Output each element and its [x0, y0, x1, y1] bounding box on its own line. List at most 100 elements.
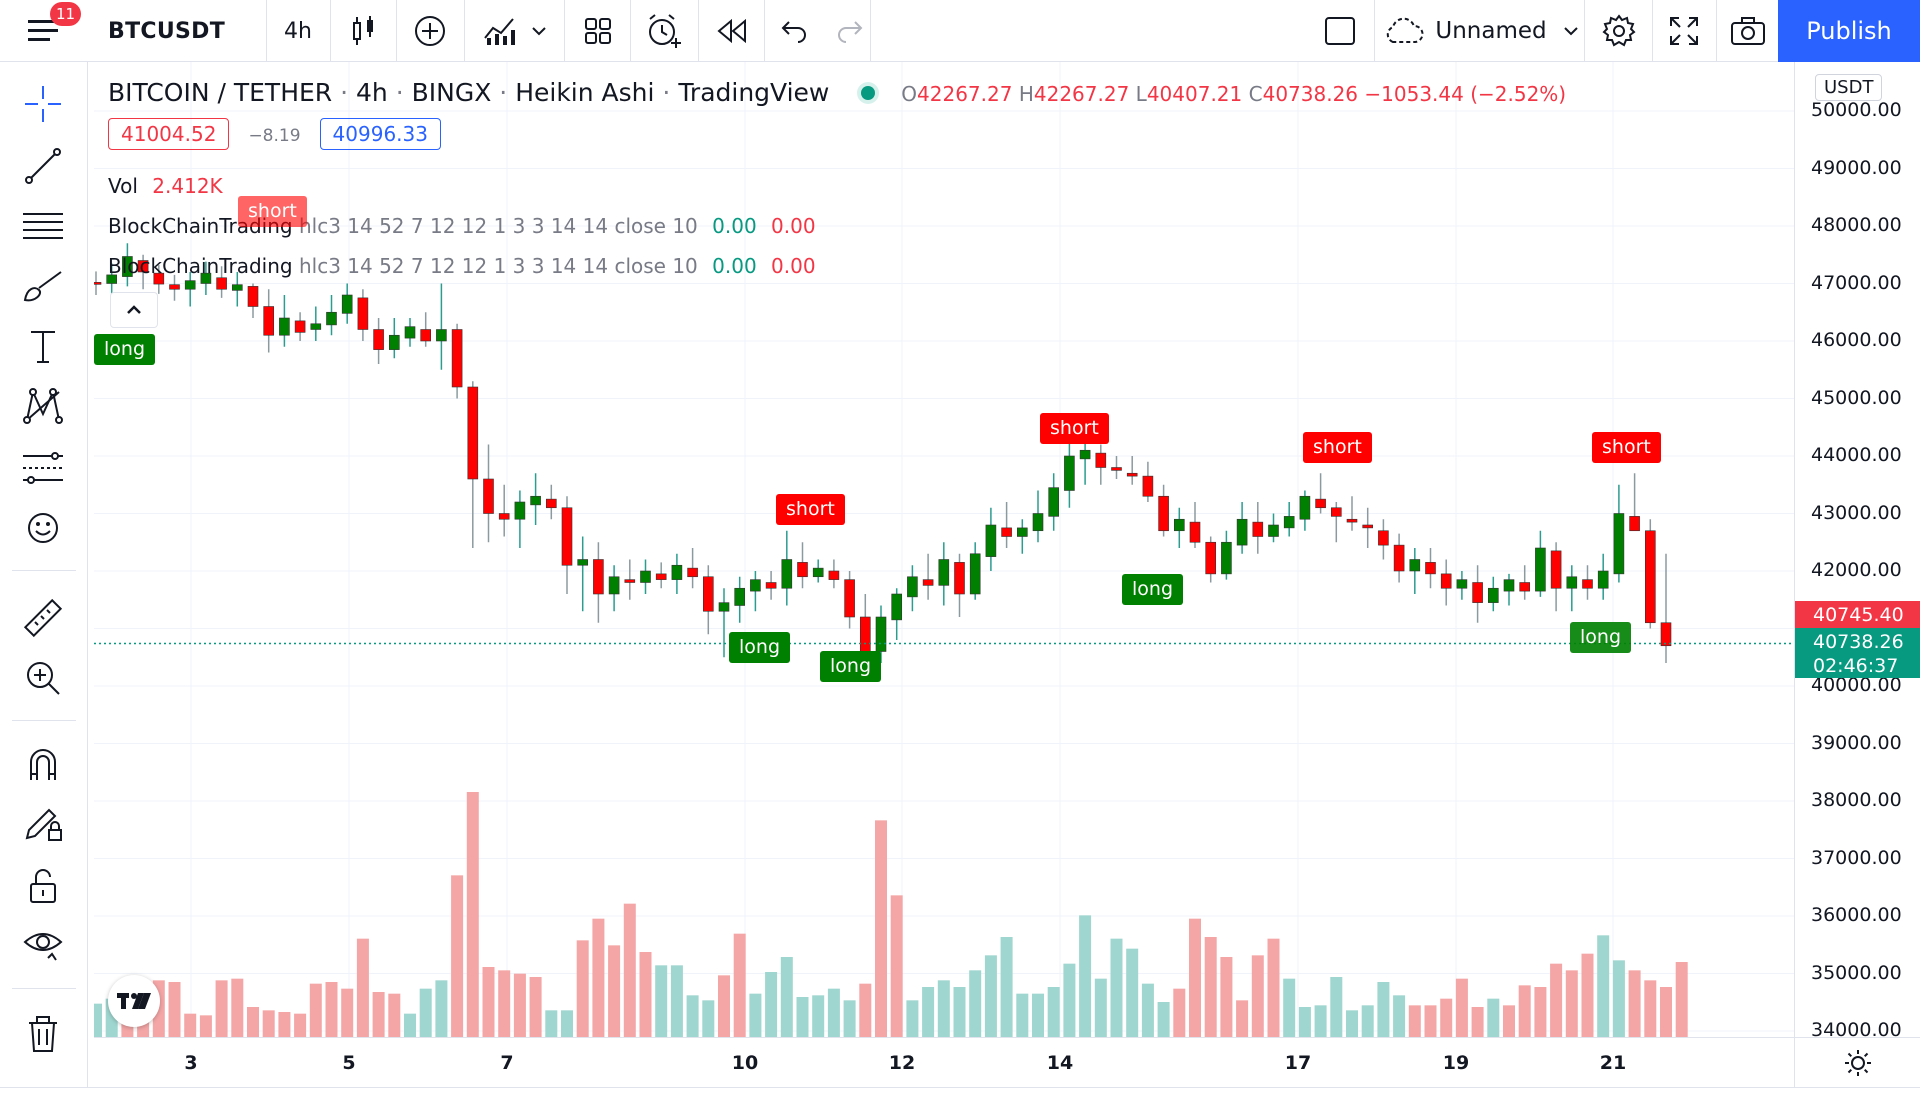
- brush-tool[interactable]: [14, 260, 72, 312]
- price-chart[interactable]: [94, 62, 1794, 1037]
- fullscreen-layout-toggle[interactable]: [1310, 0, 1370, 62]
- time-axis[interactable]: 3 5 7 10 12 14 17 19 21: [94, 1037, 1794, 1087]
- menu-button[interactable]: [8, 0, 78, 62]
- candle-body: [1629, 516, 1640, 532]
- alert-button[interactable]: [634, 0, 694, 62]
- candle-body: [388, 334, 400, 350]
- price-tick-label: 48000.00: [1811, 214, 1902, 236]
- magnet-tool[interactable]: [14, 738, 72, 790]
- volume-bar: [561, 1010, 573, 1037]
- signal-label: long: [729, 632, 791, 663]
- lock-all-tool[interactable]: [14, 860, 72, 912]
- volume-bar: [247, 1007, 259, 1037]
- indicator-legend-2[interactable]: BlockChainTrading hlc3 14 52 7 12 12 1 3…: [108, 254, 816, 278]
- pattern-icon: [23, 388, 63, 424]
- volume-bar: [94, 1003, 102, 1037]
- remove-drawings-tool[interactable]: [14, 1008, 72, 1060]
- series-exchange: BINGX: [411, 78, 492, 107]
- volume-bar: [1471, 1007, 1484, 1037]
- candle-body: [326, 311, 337, 326]
- compare-button[interactable]: [400, 0, 460, 62]
- candle-body: [671, 564, 683, 580]
- candle-body: [969, 553, 981, 595]
- volume-bar: [1189, 918, 1201, 1037]
- volume-bar: [812, 995, 825, 1037]
- pattern-tool[interactable]: [14, 380, 72, 432]
- tradingview-logo[interactable]: [108, 975, 160, 1027]
- screenshot-button[interactable]: [1718, 0, 1778, 62]
- candle-body: [922, 579, 934, 586]
- signal-label: long: [1122, 574, 1184, 605]
- emoji-tool[interactable]: [14, 502, 72, 554]
- volume-bar: [1298, 1007, 1311, 1037]
- zoom-tool[interactable]: [14, 652, 72, 704]
- trend-line-tool[interactable]: [14, 140, 72, 192]
- measure-tool[interactable]: [14, 592, 72, 644]
- symbol-search-button[interactable]: BTCUSDT: [92, 0, 262, 62]
- candle-body: [734, 587, 746, 606]
- chart-type-button[interactable]: [334, 0, 394, 62]
- volume-bar: [843, 1000, 856, 1037]
- volume-bar: [419, 988, 432, 1037]
- series-legend[interactable]: BITCOIN / TETHER · 4h · BINGX · Heikin A…: [108, 78, 1567, 107]
- lock-drawings-tool[interactable]: [14, 798, 72, 850]
- price-axis[interactable]: USDT 50000.00 49000.00 48000.00 47000.00 460…: [1794, 62, 1920, 1057]
- crosshair-tool[interactable]: [14, 78, 72, 130]
- volume-bar: [1000, 937, 1013, 1037]
- bid-ask-row: 41004.52 −8.19 40996.33: [108, 118, 441, 150]
- candle-body: [687, 567, 698, 578]
- ohlc-open: 42267.27: [917, 82, 1013, 106]
- redo-button[interactable]: [822, 0, 878, 62]
- candle-body: [561, 507, 573, 566]
- candle-body: [310, 323, 322, 330]
- candle-body: [1409, 559, 1421, 572]
- text-icon: [31, 331, 55, 363]
- volume-bar: [404, 1013, 416, 1037]
- magnet-icon: [30, 749, 56, 780]
- volume-bar: [780, 957, 793, 1037]
- candle-body: [781, 559, 793, 589]
- volume-legend[interactable]: Vol 2.412K: [108, 174, 223, 198]
- axis-settings-button[interactable]: [1794, 1037, 1920, 1087]
- hide-drawings-tool[interactable]: [14, 918, 72, 970]
- layouts-button[interactable]: [568, 0, 628, 62]
- time-tick-label: 5: [342, 1052, 356, 1074]
- fullscreen-button[interactable]: [1654, 0, 1714, 62]
- fib-tool[interactable]: [14, 200, 72, 252]
- zoom-in-icon: [27, 662, 60, 695]
- candle-body: [1001, 527, 1012, 537]
- sell-price-button[interactable]: 41004.52: [108, 118, 230, 150]
- volume-bar: [1141, 983, 1154, 1037]
- currency-button[interactable]: USDT: [1815, 74, 1883, 101]
- volume-bar: [278, 1012, 291, 1037]
- replay-button[interactable]: [702, 0, 762, 62]
- prediction-tool[interactable]: [14, 442, 72, 494]
- candle-body: [1378, 530, 1389, 546]
- candle-body: [859, 616, 871, 652]
- signal-label: short: [1303, 432, 1372, 463]
- rewind-icon: [717, 19, 746, 43]
- layout-name-button[interactable]: Unnamed: [1378, 0, 1584, 62]
- undo-icon: [781, 21, 806, 43]
- candle-body: [530, 495, 541, 506]
- undo-button[interactable]: [766, 0, 822, 62]
- buy-price-button[interactable]: 40996.33: [319, 118, 441, 150]
- indicators-button[interactable]: [468, 0, 562, 62]
- legend-collapse-button[interactable]: [110, 292, 158, 328]
- hamburger-menu-icon: [28, 20, 58, 41]
- text-tool[interactable]: [14, 320, 72, 372]
- publish-button[interactable]: Publish: [1778, 0, 1920, 62]
- candle-body: [1174, 518, 1185, 532]
- volume-bar: [937, 980, 950, 1037]
- candle-body: [1645, 530, 1656, 624]
- price-tick-label: 42000.00: [1811, 559, 1902, 581]
- candle-body: [954, 562, 965, 595]
- interval-button[interactable]: 4h: [268, 0, 328, 62]
- settings-button[interactable]: [1588, 0, 1650, 62]
- volume-value: 2.412K: [152, 174, 223, 198]
- candle-body: [169, 284, 180, 290]
- camera-icon: [1731, 17, 1765, 45]
- signal-label: long: [1570, 622, 1632, 653]
- indicator-legend-1[interactable]: BlockChainTrading hlc3 14 52 7 12 12 1 3…: [108, 214, 816, 238]
- chart-pane[interactable]: [94, 62, 1794, 1057]
